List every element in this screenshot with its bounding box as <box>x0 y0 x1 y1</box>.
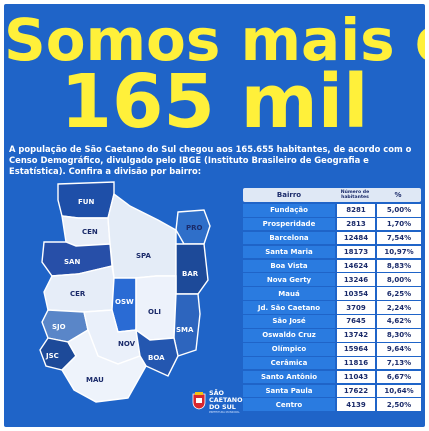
headline-line-2: 165 mil <box>60 59 369 145</box>
cell-habitantes: 18173 <box>337 245 375 259</box>
cell-bairro: São José <box>243 315 335 328</box>
cell-percent: 9,64% <box>377 342 421 356</box>
cell-bairro: Oswaldo Cruz <box>243 329 335 342</box>
table-row: Oswaldo Cruz 13742 8,30% <box>243 329 421 342</box>
cell-habitantes: 12484 <box>337 231 375 245</box>
map-region-spa <box>107 192 177 279</box>
cell-bairro: Santa Maria <box>243 245 335 259</box>
map-label-jsc: JSC <box>45 352 59 360</box>
cell-habitantes: 8281 <box>337 204 375 217</box>
logo-tagline: PREFEITURA MUNICIPAL <box>209 411 240 414</box>
table-row: Santa Maria 18173 10,97% <box>243 245 421 259</box>
table-row: Prosperidade 2813 1,70% <box>243 217 421 231</box>
table-row: Centro 4139 2,50% <box>243 398 421 412</box>
table-row: Boa Vista 14624 8,83% <box>243 259 421 273</box>
cell-bairro: Santo Antônio <box>243 370 335 384</box>
cell-percent: 8,00% <box>377 273 421 287</box>
headline-line-1: Somos mais de <box>4 6 425 74</box>
table-row: Fundação 8281 5,00% <box>243 204 421 217</box>
table-row: Mauá 10354 6,25% <box>243 287 421 300</box>
cell-percent: 1,70% <box>377 217 421 231</box>
map-region-mau <box>61 328 147 403</box>
header-bairro: Bairro <box>276 191 302 199</box>
logo-line-3: DO SUL <box>209 402 236 411</box>
cell-percent: 4,62% <box>377 315 421 328</box>
cell-bairro: Jd. São Caetano <box>243 301 335 314</box>
cell-percent: 8,30% <box>377 329 421 342</box>
table-row: Barcelona 12484 7,54% <box>243 231 421 245</box>
map-label-osw: OSW <box>115 298 134 306</box>
cell-bairro: Nova Gerty <box>243 273 335 287</box>
header-percent: % <box>394 191 402 199</box>
map-region-sma <box>173 293 201 357</box>
cell-bairro: Mauá <box>243 287 335 300</box>
logo-line-2: CAETANO <box>209 395 243 404</box>
table-row: Jd. São Caetano 3709 2,24% <box>243 301 421 314</box>
cell-habitantes: 3709 <box>337 301 375 314</box>
cell-habitantes: 11043 <box>337 370 375 384</box>
table-row: Cerâmica 11816 7,13% <box>243 356 421 370</box>
logo-wordmark: SÃO CAETANO DO SUL <box>209 390 249 410</box>
cell-habitantes: 13246 <box>337 273 375 287</box>
cell-habitantes: 11816 <box>337 356 375 370</box>
cell-bairro: Barcelona <box>243 231 335 245</box>
map-label-fun: FUN <box>78 198 94 206</box>
map-label-nov: NOV <box>118 340 136 348</box>
cell-percent: 10,97% <box>377 245 421 259</box>
cell-bairro: Santa Paula <box>243 384 335 398</box>
header-habitantes: Número de habitantes <box>340 190 370 200</box>
cell-habitantes: 4139 <box>337 398 375 412</box>
cell-habitantes: 13742 <box>337 329 375 342</box>
cell-bairro: Olímpico <box>243 342 335 356</box>
city-seal-icon <box>192 392 206 410</box>
cell-percent: 6,67% <box>377 370 421 384</box>
cell-habitantes: 15964 <box>337 342 375 356</box>
cell-bairro: Centro <box>243 398 335 412</box>
map-label-spa: SPA <box>136 252 152 260</box>
cell-habitantes: 10354 <box>337 287 375 300</box>
neighborhood-map: FUN CEN PRO SAN SPA BAR CER OSW OLI SJO … <box>18 180 222 406</box>
city-logo: SÃO CAETANO DO SUL PREFEITURA MUNICIPAL <box>192 390 248 418</box>
table-row: Olímpico 15964 9,64% <box>243 342 421 356</box>
map-svg: FUN CEN PRO SAN SPA BAR CER OSW OLI SJO … <box>39 181 211 403</box>
cell-habitantes: 7645 <box>337 315 375 328</box>
cell-habitantes: 17622 <box>337 384 375 398</box>
cell-percent: 7,13% <box>377 356 421 370</box>
map-label-boa: BOA <box>148 354 165 362</box>
map-label-oli: OLI <box>148 308 161 316</box>
map-label-mau: MAU <box>86 376 104 384</box>
logo-line-1: SÃO <box>209 389 224 397</box>
table-row: Nova Gerty 13246 8,00% <box>243 273 421 287</box>
table-row: Santa Paula 17622 10,64% <box>243 384 421 398</box>
map-label-cen: CEN <box>82 228 98 236</box>
cell-habitantes: 14624 <box>337 259 375 273</box>
cell-percent: 8,83% <box>377 259 421 273</box>
map-label-cer: CER <box>70 290 86 298</box>
cell-bairro: Cerâmica <box>243 356 335 370</box>
map-label-san: SAN <box>64 258 80 266</box>
table-header: Bairro Número de habitantes % <box>243 188 421 202</box>
map-label-bar: BAR <box>182 270 199 278</box>
cell-percent: 6,25% <box>377 287 421 300</box>
intro-paragraph: A população de São Caetano do Sul chegou… <box>9 144 412 176</box>
cell-percent: 2,50% <box>377 398 421 412</box>
map-label-sjo: SJO <box>52 323 66 331</box>
cell-percent: 5,00% <box>377 204 421 217</box>
map-region-bar <box>175 243 209 295</box>
cell-bairro: Boa Vista <box>243 259 335 273</box>
map-label-sma: SMA <box>176 326 194 334</box>
table-row: Santo Antônio 11043 6,67% <box>243 370 421 384</box>
map-label-pro: PRO <box>186 224 203 232</box>
cell-bairro: Fundação <box>243 204 335 217</box>
table-row: São José 7645 4,62% <box>243 315 421 328</box>
cell-habitantes: 2813 <box>337 217 375 231</box>
cell-percent: 10,64% <box>377 384 421 398</box>
poster: Somos mais de 165 mil A população de São… <box>4 4 425 427</box>
cell-bairro: Prosperidade <box>243 217 335 231</box>
cell-percent: 7,54% <box>377 231 421 245</box>
population-table: Bairro Número de habitantes % Fundação 82… <box>243 188 421 412</box>
cell-percent: 2,24% <box>377 301 421 314</box>
